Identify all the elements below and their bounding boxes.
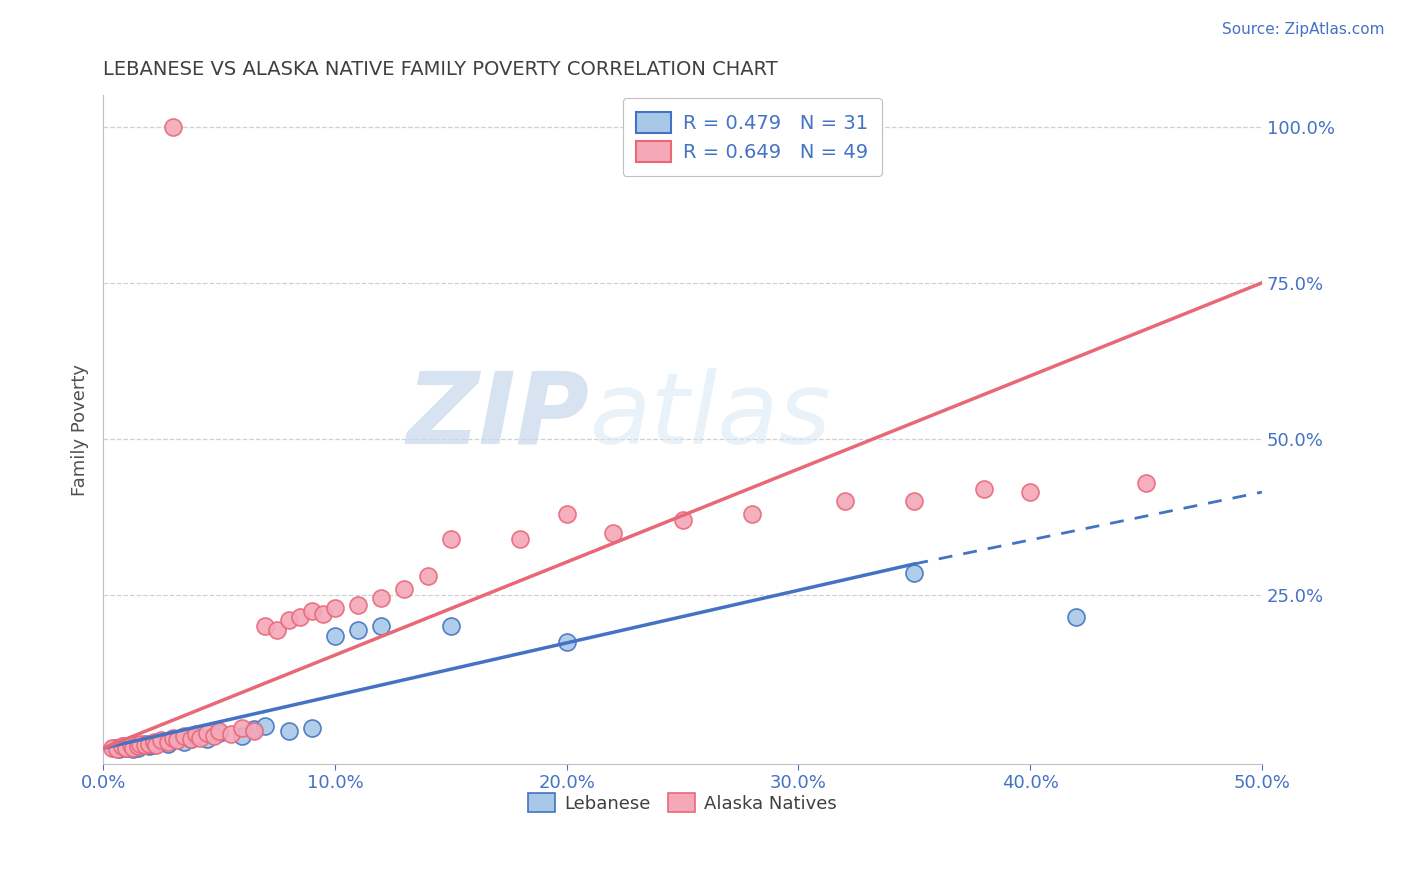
Point [134, 738, 156, 752]
Point [370, 619, 392, 633]
Point [266, 623, 288, 637]
Point [111, 739, 134, 754]
Point [157, 737, 180, 751]
Point [108, 742, 131, 756]
Point [416, 569, 439, 583]
Point [903, 494, 925, 508]
Point [145, 738, 167, 752]
Point [184, 727, 207, 741]
Point [323, 600, 346, 615]
Point [197, 725, 219, 739]
Point [440, 532, 463, 546]
Point [101, 741, 124, 756]
Point [150, 733, 173, 747]
Point [834, 494, 856, 508]
Point [1066, 610, 1088, 624]
Point [173, 735, 195, 749]
Point [134, 737, 156, 751]
Point [157, 735, 180, 749]
Point [370, 591, 392, 606]
Point [288, 610, 311, 624]
Point [112, 739, 135, 754]
Text: Source: ZipAtlas.com: Source: ZipAtlas.com [1222, 22, 1385, 37]
Point [254, 719, 277, 733]
Point [162, 120, 184, 134]
Point [127, 738, 149, 752]
Point [347, 598, 370, 612]
Point [394, 582, 416, 596]
Point [184, 729, 207, 743]
Point [301, 604, 323, 618]
Point [150, 735, 173, 749]
Point [122, 740, 145, 755]
Point [197, 731, 219, 746]
Point [231, 729, 253, 743]
Point [190, 731, 212, 745]
Y-axis label: Family Poverty: Family Poverty [72, 364, 89, 496]
Point [173, 729, 195, 743]
Point [138, 737, 160, 751]
Point [254, 619, 277, 633]
Point [115, 741, 138, 756]
Point [242, 723, 264, 737]
Point [166, 733, 188, 747]
Point [440, 619, 463, 633]
Point [741, 507, 763, 521]
Point [301, 721, 323, 735]
Point [122, 742, 145, 756]
Point [162, 731, 184, 746]
Point [903, 566, 925, 581]
Point [509, 532, 531, 546]
Point [242, 724, 264, 739]
Point [671, 513, 693, 527]
Point [104, 741, 127, 756]
Point [555, 635, 578, 649]
Point [277, 613, 299, 627]
Point [180, 731, 202, 746]
Point [105, 742, 128, 756]
Text: atlas: atlas [589, 368, 831, 465]
Point [973, 482, 995, 496]
Point [143, 738, 166, 752]
Point [1135, 475, 1157, 490]
Point [208, 724, 231, 739]
Point [555, 507, 578, 521]
Point [202, 729, 225, 743]
Point [115, 740, 138, 755]
Point [219, 727, 242, 741]
Legend: Lebanese, Alaska Natives: Lebanese, Alaska Natives [519, 784, 846, 822]
Point [231, 721, 253, 735]
Point [162, 731, 184, 745]
Point [1019, 485, 1042, 500]
Point [208, 725, 231, 739]
Point [143, 735, 166, 749]
Point [602, 525, 624, 540]
Text: LEBANESE VS ALASKA NATIVE FAMILY POVERTY CORRELATION CHART: LEBANESE VS ALASKA NATIVE FAMILY POVERTY… [103, 60, 778, 78]
Point [129, 737, 152, 751]
Point [323, 629, 346, 643]
Point [347, 623, 370, 637]
Point [127, 739, 149, 754]
Point [277, 724, 299, 739]
Text: ZIP: ZIP [406, 368, 589, 465]
Point [138, 739, 160, 754]
Point [312, 607, 335, 621]
Point [127, 741, 149, 756]
Point [120, 739, 142, 754]
Point [180, 731, 202, 746]
Point [120, 738, 142, 752]
